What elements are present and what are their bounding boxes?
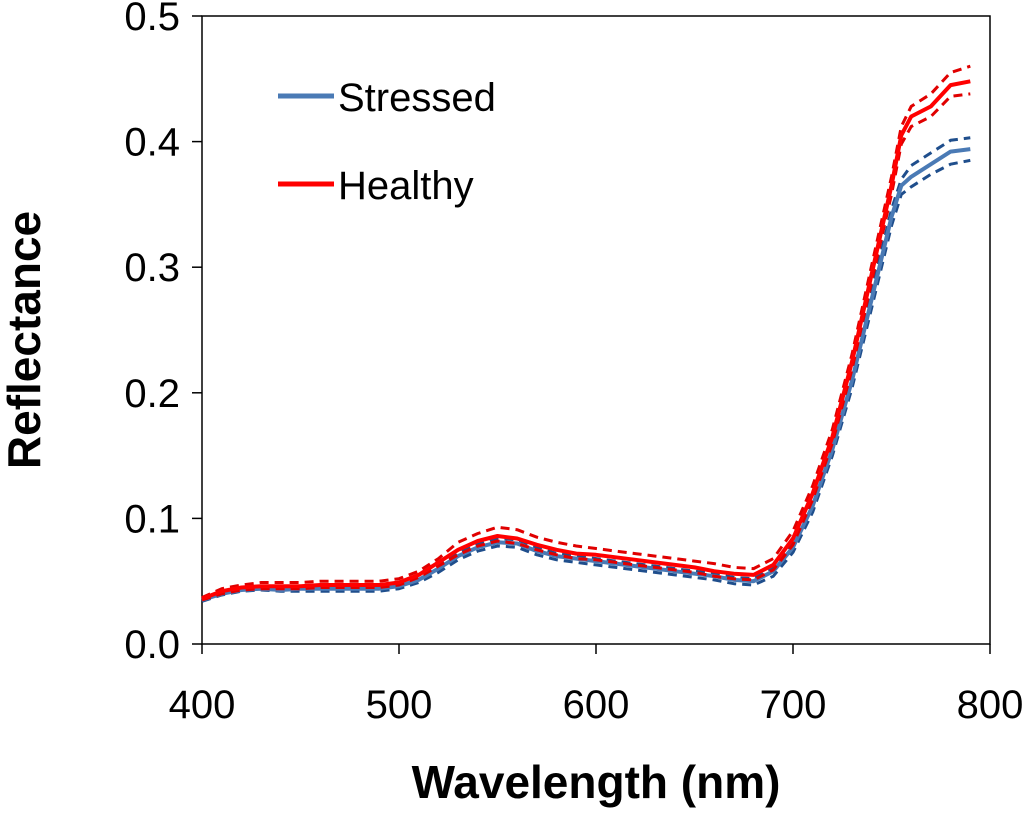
legend-label-stressed: Stressed bbox=[338, 76, 496, 120]
series-layer bbox=[201, 64, 971, 603]
series-stressed-lower-bound bbox=[201, 158, 971, 603]
legend-label-healthy: Healthy bbox=[338, 164, 474, 208]
y-tick-label: 0.4 bbox=[124, 121, 180, 165]
series-stressed-line bbox=[201, 147, 971, 602]
y-axis-ticks: 0.0 0.1 0.2 0.3 0.4 0.5 bbox=[124, 0, 202, 667]
x-tick-label: 400 bbox=[169, 683, 236, 727]
x-axis-ticks: 400 500 600 700 800 bbox=[169, 644, 1024, 727]
x-axis-title: Wavelength (nm) bbox=[412, 756, 781, 808]
y-axis-title: Reflectance bbox=[0, 211, 50, 469]
x-tick-label: 800 bbox=[957, 683, 1024, 727]
x-tick-label: 700 bbox=[760, 683, 827, 727]
y-tick-label: 0.2 bbox=[124, 372, 180, 416]
x-tick-label: 500 bbox=[366, 683, 433, 727]
x-tick-label: 600 bbox=[563, 683, 630, 727]
y-tick-label: 0.5 bbox=[124, 0, 180, 39]
y-tick-label: 0.0 bbox=[124, 623, 180, 667]
y-tick-label: 0.3 bbox=[124, 246, 180, 290]
y-tick-label: 0.1 bbox=[124, 497, 180, 541]
series-healthy-lower-bound bbox=[201, 92, 971, 602]
legend: Stressed Healthy bbox=[278, 76, 496, 208]
series-healthy-line bbox=[201, 79, 971, 601]
series-healthy-upper-bound bbox=[201, 64, 971, 599]
